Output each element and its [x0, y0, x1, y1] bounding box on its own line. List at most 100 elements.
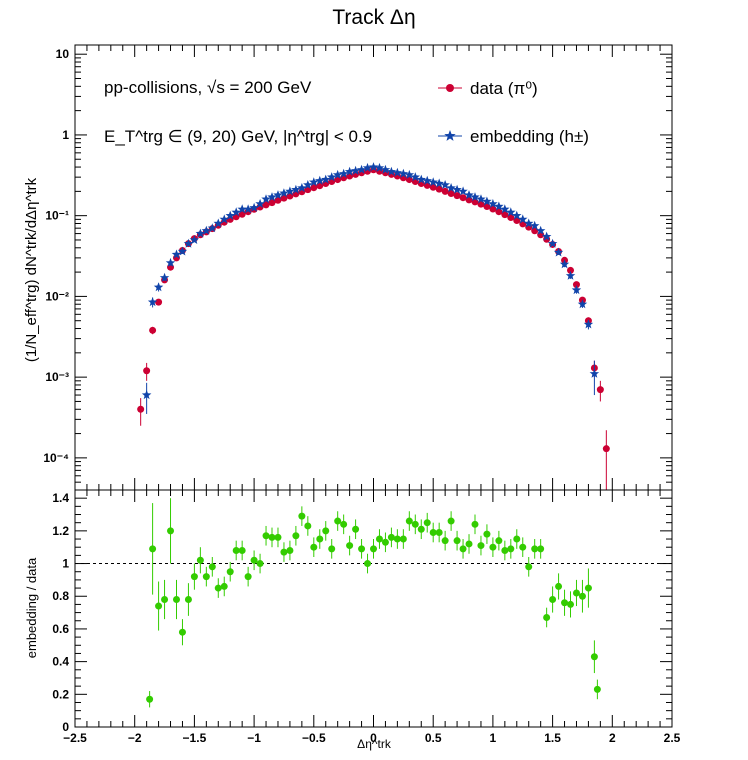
ratio-point	[364, 560, 372, 568]
upper-ticks	[74, 45, 673, 491]
data-pi0-point	[495, 208, 503, 216]
ratio-point	[387, 533, 395, 541]
ratio-point	[519, 543, 527, 551]
ratio-point	[346, 542, 354, 550]
ratio-point	[262, 532, 270, 540]
x-tick-label: 1	[490, 731, 497, 745]
y-tick-label: 0.2	[52, 687, 69, 701]
ratio-point	[578, 592, 586, 600]
ratio-point	[286, 546, 294, 554]
data-pi0-point	[423, 181, 431, 189]
embedding-point	[565, 270, 576, 280]
embedding-point	[356, 164, 367, 174]
ratio-point	[489, 543, 497, 551]
data-pi0-point	[459, 194, 467, 202]
ratio-point	[149, 545, 157, 553]
embedding-point	[535, 225, 546, 235]
data-pi0-point	[143, 367, 151, 375]
ratio-point	[423, 519, 431, 527]
embedding-point	[500, 204, 510, 214]
embedding-point	[583, 319, 594, 329]
ratio-point	[190, 573, 198, 581]
ratio-point	[590, 653, 598, 661]
embedding-point	[285, 186, 295, 196]
x-tick-label: −0.5	[302, 731, 326, 745]
embedding-point	[374, 162, 385, 172]
chart-title: Track Δη	[332, 6, 415, 29]
ratio-point	[572, 589, 580, 597]
data-pi0-point	[137, 405, 145, 413]
ratio-point	[465, 540, 473, 548]
ratio-point	[178, 628, 186, 636]
ratio-point	[232, 546, 240, 554]
ratio-point	[334, 517, 342, 525]
embedding-point	[476, 194, 486, 204]
ratio-point	[531, 545, 539, 553]
data-pi0-point	[567, 266, 575, 274]
ratio-point	[316, 535, 324, 543]
embedding-point	[440, 180, 450, 189]
ratio-point	[549, 596, 557, 604]
ratio-point	[292, 532, 300, 540]
embedding-point	[338, 168, 349, 178]
data-pi0-point	[262, 201, 270, 209]
ratio-point	[370, 545, 377, 553]
data-pi0-point	[149, 326, 157, 334]
data-pi0-point	[572, 281, 580, 289]
embedding-point	[147, 297, 158, 307]
ratio-point	[393, 535, 401, 543]
y-tick-label: 10	[56, 47, 70, 61]
annotation-line2: E_T^trg ∈ (9, 20) GeV, |η^trg| < 0.9	[104, 127, 372, 146]
x-tick-label: −1	[247, 731, 261, 745]
embedding-point	[404, 169, 415, 179]
lower-data	[146, 498, 601, 708]
ratio-point	[593, 685, 601, 693]
upper-frame	[74, 44, 673, 491]
embedding-point	[464, 190, 474, 200]
embedding-point	[321, 174, 331, 184]
x-tick-label: 2.5	[664, 731, 681, 745]
y-tick-label: 0.6	[52, 622, 69, 636]
embedding-point	[159, 272, 170, 282]
ratio-point	[208, 563, 216, 571]
ratio-point	[358, 545, 366, 553]
ratio-point	[507, 545, 515, 553]
ratio-point	[328, 545, 336, 553]
x-tick-label: −1.5	[183, 731, 207, 745]
ratio-point	[525, 563, 533, 571]
embedding-point	[303, 180, 313, 189]
embedding-point	[213, 218, 223, 228]
legend-marker-star	[444, 130, 456, 141]
embedding-point	[249, 202, 259, 212]
ratio-point	[405, 517, 413, 525]
upper-text: 10 1 10⁻¹ 10⁻² 10⁻³ 10⁻⁴ pp-collisions, √s = 2…	[23, 47, 589, 465]
y-tick-label: 1	[62, 128, 69, 142]
data-pi0-point	[435, 185, 443, 193]
data-pi0-point	[489, 205, 497, 213]
embedding-point	[231, 207, 241, 217]
embedding-point	[494, 201, 504, 211]
embedding-point	[559, 259, 570, 269]
embedding-point	[279, 188, 289, 198]
ratio-point	[453, 537, 461, 545]
ratio-point	[495, 537, 503, 545]
ratio-point	[184, 596, 192, 604]
ratio-point	[477, 542, 485, 550]
ratio-point	[304, 522, 312, 530]
y-tick-label: 10⁻⁴	[43, 451, 69, 465]
lower-ticks	[74, 490, 673, 728]
embedding-point	[255, 198, 265, 208]
embedding-point	[470, 192, 480, 202]
x-tick-label: −2.5	[63, 731, 87, 745]
y-tick-label: 10⁻³	[45, 370, 69, 384]
embedding-point	[261, 194, 271, 204]
ratio-point	[226, 568, 234, 576]
ratio-point	[441, 537, 449, 545]
x-tick-label: 0.5	[425, 731, 442, 745]
lower-panel: −2.5 −2 −1.5 −1 −0.5 0 0.5 1 1.5 2 2.5 0 0.2 0.4 0.6 0.…	[24, 489, 681, 751]
legend-marker-circle	[446, 84, 454, 92]
ratio-point	[167, 527, 175, 535]
embedding-point	[529, 220, 540, 230]
x-axis-title: Δη^trk	[357, 737, 392, 751]
x-tick-label: 0	[370, 731, 377, 745]
